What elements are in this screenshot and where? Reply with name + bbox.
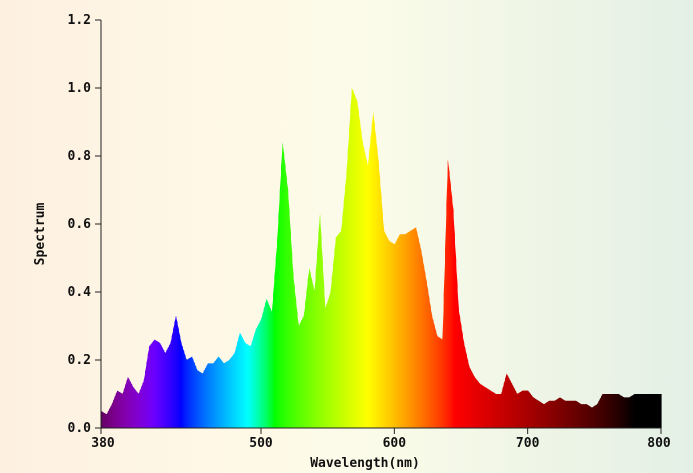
x-tick-label: 500 (249, 436, 273, 451)
x-axis-ticks: 380 500 600 700 800 (91, 428, 671, 451)
x-tick-label: 700 (516, 436, 540, 451)
spectrum-area (101, 88, 662, 429)
y-axis-title: Spectrum (33, 203, 48, 266)
y-tick-label: 0.6 (68, 217, 92, 232)
x-axis-title: Wavelength(nm) (310, 456, 420, 471)
y-tick-label: 1.2 (68, 13, 91, 28)
y-tick-label: 0.0 (68, 421, 92, 436)
y-axis-ticks: 0.0 0.2 0.4 0.6 0.8 1.0 1.2 (68, 13, 101, 436)
y-tick-label: 0.2 (68, 353, 91, 368)
x-tick-label: 600 (383, 436, 407, 451)
y-tick-label: 0.8 (68, 149, 92, 164)
spectrum-segment (659, 394, 662, 428)
x-tick-label: 800 (647, 436, 671, 451)
x-tick-label: 380 (91, 436, 115, 451)
y-tick-label: 1.0 (68, 81, 92, 96)
y-tick-label: 0.4 (68, 285, 92, 300)
